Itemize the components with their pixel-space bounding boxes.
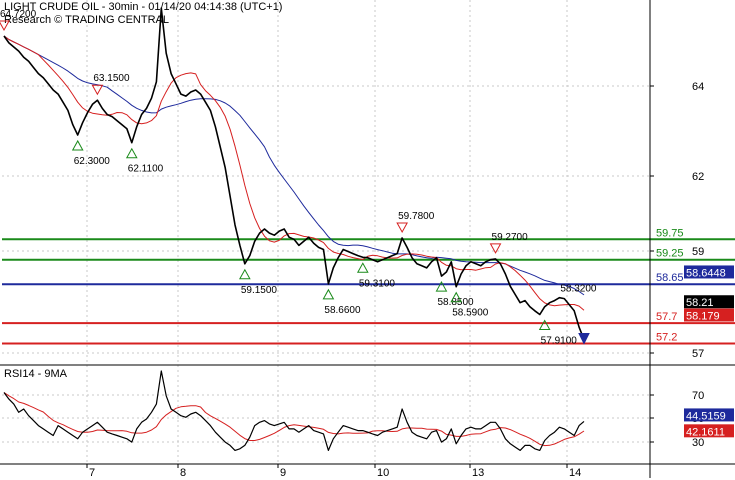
rsi-ma-line	[3, 392, 585, 447]
level-label: 59.25	[656, 248, 684, 260]
swing-value-label: 57.9100	[541, 336, 578, 347]
level-label: 58.65	[656, 272, 684, 284]
price-tag-box	[684, 308, 734, 322]
swing-value-label: 59.2700	[492, 232, 529, 243]
swing-low-marker	[435, 281, 448, 292]
time-tick-label: 13	[472, 467, 484, 479]
swing-low-marker	[238, 268, 251, 280]
price-tag-label: 58.6448	[686, 267, 726, 279]
moving-average-fast-line	[3, 35, 585, 311]
rsi-tag-box	[684, 424, 734, 438]
swing-value-label: 58.5900	[452, 308, 489, 319]
swing-low-marker	[125, 147, 138, 159]
swing-high-marker	[0, 20, 10, 32]
last-price-arrow	[578, 332, 590, 345]
swing-value-label: 62.1100	[128, 164, 164, 175]
price-tick-label: 59	[692, 246, 704, 258]
rsi-tag-box	[684, 408, 734, 422]
price-tick-label: 57	[692, 348, 704, 360]
swing-value-label: 58.6600	[324, 305, 361, 316]
swing-high-marker	[396, 222, 408, 234]
rsi-tick-label: 70	[692, 390, 704, 402]
chart-title: LIGHT CRUDE OIL - 30min - 01/14/20 04:14…	[4, 1, 283, 13]
swing-high-marker	[91, 84, 104, 96]
swing-low-marker	[356, 262, 369, 273]
price-tag-label: 58.179	[686, 311, 720, 323]
swing-value-label: 59.1500	[241, 285, 278, 296]
swing-low-marker	[538, 319, 551, 331]
time-tick-label: 10	[377, 467, 389, 479]
price-tick-label: 64	[692, 81, 704, 93]
time-tick-label: 8	[180, 467, 186, 479]
level-label: 59.75	[656, 227, 684, 239]
rsi-panel-title: RSI14 - 9MA	[4, 368, 67, 380]
swing-value-label: 58.3200	[560, 284, 597, 295]
swing-high-marker	[489, 243, 502, 254]
rsi-line	[3, 370, 585, 451]
price-tag-box	[684, 265, 734, 279]
price-tag-box	[684, 295, 734, 309]
price-tag-label: 58.21	[686, 297, 714, 309]
level-label: 57.7	[656, 311, 677, 323]
swing-value-label: 63.1500	[93, 73, 130, 84]
swing-low-marker	[71, 139, 84, 151]
price-tick-label: 62	[692, 171, 704, 183]
time-tick-label: 9	[280, 467, 286, 479]
swing-value-label: 62.3000	[74, 156, 111, 167]
swing-value-label: 58.8500	[437, 297, 474, 308]
swing-low-marker	[450, 291, 463, 303]
rsi-tag-label: 44.5159	[686, 410, 726, 422]
time-tick-label: 14	[569, 467, 581, 479]
price-line	[3, 7, 585, 340]
level-label: 57.2	[656, 332, 677, 344]
swing-value-label: 59.3100	[359, 278, 396, 289]
time-tick-label: 7	[89, 467, 95, 479]
swing-value-label: 59.7800	[398, 211, 435, 222]
swing-value-label: 64.7200	[0, 9, 37, 20]
swing-low-marker	[322, 288, 335, 300]
rsi-tick-label: 30	[692, 437, 704, 449]
rsi-tag-label: 42.1611	[686, 426, 725, 438]
